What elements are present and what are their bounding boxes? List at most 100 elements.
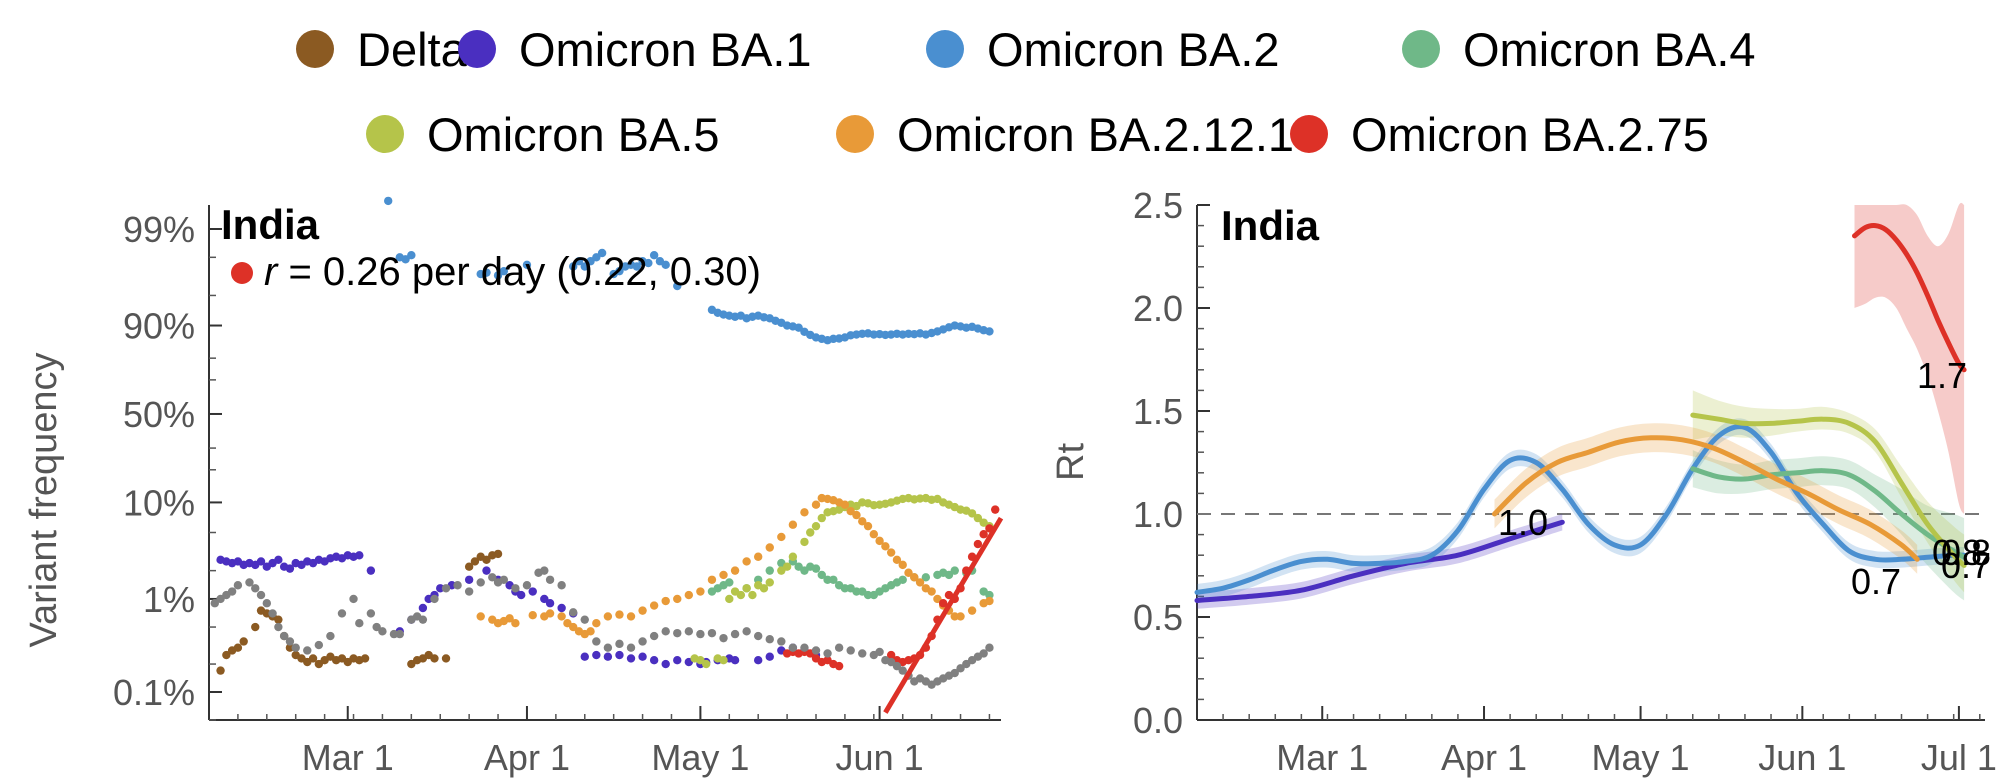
data-point — [673, 628, 682, 638]
rt-line-omicron-ba-5 — [1690, 412, 1967, 568]
data-point — [782, 562, 792, 571]
series-other — [210, 566, 994, 689]
data-point — [719, 633, 728, 643]
data-point — [436, 584, 445, 593]
data-point — [626, 643, 636, 652]
legend-label: Omicron BA.2.12.1 — [897, 108, 1294, 161]
data-point — [973, 539, 983, 549]
data-point — [268, 609, 277, 618]
data-point — [545, 599, 555, 608]
data-point — [285, 637, 295, 646]
data-point — [730, 629, 740, 639]
rt-panel: 0.0 0.5 1.0 1.5 2.0 2.5 Mar 1 Apr 1 May 1 Jun 1 Ju… — [1050, 185, 1997, 778]
data-point — [736, 590, 746, 600]
data-point — [233, 643, 243, 652]
data-point — [973, 513, 983, 523]
x-tick-label: Mar 1 — [302, 737, 394, 778]
data-point — [482, 268, 491, 277]
data-point — [592, 650, 601, 660]
ci-band-omicron-ba-4 — [1692, 450, 1965, 601]
y-tick-label: 0.5 — [1133, 597, 1183, 638]
x-tick-label: Jun 1 — [1758, 737, 1846, 778]
data-point — [285, 643, 295, 652]
data-point — [499, 575, 509, 584]
data-point — [569, 622, 578, 632]
data-point — [661, 596, 670, 606]
rt-line-omicron-ba-4 — [1690, 466, 1967, 560]
data-point — [222, 650, 231, 660]
data-point — [256, 557, 266, 566]
y-tick-label: 99% — [123, 209, 195, 250]
data-point — [603, 643, 613, 652]
growth-rate-annotation: r = 0.26 per day (0.22, 0.30) — [264, 250, 761, 294]
data-point — [355, 618, 364, 628]
data-point — [927, 587, 936, 596]
data-point — [788, 552, 798, 561]
data-point — [696, 629, 705, 639]
data-point — [967, 509, 977, 518]
series-omicron-ba-5 — [690, 493, 994, 669]
data-point — [938, 599, 948, 608]
rt-axes: 0.0 0.5 1.0 1.5 2.0 2.5 Mar 1 Apr 1 May 1 Jun 1 Ju… — [1133, 185, 1997, 778]
legend-label: Omicron BA.4 — [1463, 23, 1756, 76]
data-point — [898, 560, 907, 570]
data-point — [464, 562, 474, 571]
data-point — [661, 260, 670, 270]
rate-value: = 0.26 per day (0.22, 0.30) — [277, 250, 761, 294]
data-point — [834, 643, 844, 652]
data-point — [696, 587, 705, 596]
data-point — [858, 517, 867, 526]
data-point — [557, 612, 566, 621]
data-point — [482, 555, 491, 565]
data-point — [811, 500, 821, 509]
data-point — [540, 566, 549, 575]
data-point — [991, 505, 1000, 514]
data-point — [898, 666, 907, 675]
data-point — [811, 564, 821, 573]
y-tick-label: 1% — [143, 579, 195, 620]
data-point — [985, 327, 994, 336]
end-label-omicron-ba-2-75: 1.7 — [1917, 355, 1967, 396]
data-point — [626, 612, 636, 621]
legend-swatch — [296, 30, 334, 68]
data-point — [210, 599, 219, 608]
x-tick-label: Apr 1 — [1441, 737, 1527, 778]
frequency-axes: 0.1% 1% 10% 50% 90% 99% Mar 1 Apr 1 May 1 Jun 1 — [113, 205, 1001, 778]
legend-swatch — [366, 115, 404, 153]
data-point — [239, 637, 248, 646]
x-tick-label: May 1 — [1592, 737, 1690, 778]
data-point — [950, 566, 959, 575]
data-point — [673, 656, 682, 665]
data-point — [719, 656, 728, 665]
data-point — [730, 656, 740, 665]
legend-item-omicron-ba-2: Omicron BA.2 — [926, 23, 1280, 76]
legend: Delta Omicron BA.1 Omicron BA.2 Omicron BA.… — [296, 23, 1756, 161]
data-point — [701, 659, 711, 669]
data-point — [921, 573, 931, 582]
data-point — [800, 508, 809, 517]
data-point — [274, 615, 283, 624]
data-point — [644, 258, 653, 268]
data-point — [279, 631, 289, 641]
data-point — [765, 566, 774, 575]
end-label-omicron-ba-5: 0.7 — [1941, 545, 1991, 586]
data-point — [372, 622, 381, 632]
data-point — [528, 587, 537, 596]
data-point — [511, 618, 520, 628]
data-point — [256, 590, 266, 600]
data-point — [615, 650, 624, 660]
data-point — [759, 584, 769, 593]
data-point — [979, 530, 988, 539]
data-point — [707, 628, 717, 638]
data-point — [366, 566, 376, 575]
frequency-panel: 0.1% 1% 10% 50% 90% 99% Mar 1 Apr 1 May 1 Jun 1 I… — [23, 196, 1004, 778]
data-point — [742, 584, 751, 593]
data-point — [349, 594, 358, 604]
data-point — [707, 575, 717, 584]
x-tick-label: Jul 1 — [1921, 737, 1997, 778]
data-point — [661, 627, 670, 636]
data-point — [649, 251, 659, 260]
data-point — [765, 635, 774, 644]
data-point — [684, 627, 694, 636]
data-point — [748, 590, 757, 600]
